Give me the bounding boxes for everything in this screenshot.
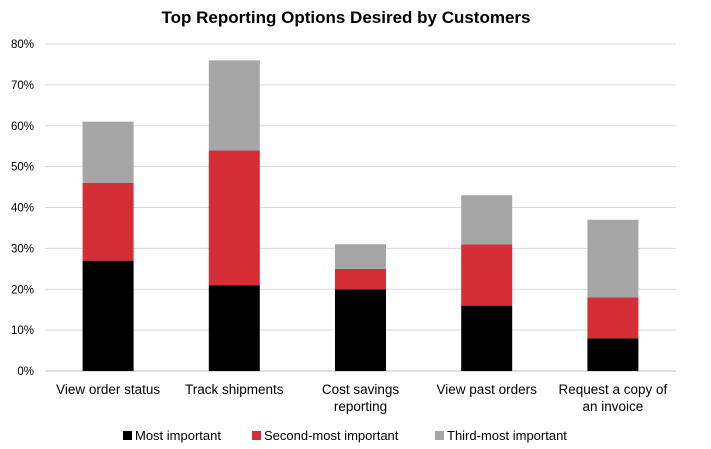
bars xyxy=(82,60,639,371)
bar-segment-2-3 xyxy=(335,268,386,290)
legend-label: Third-most important xyxy=(447,428,567,443)
y-tick-label: 40% xyxy=(11,203,34,215)
bar-segment-1-1 xyxy=(82,260,134,371)
legend-swatch xyxy=(435,431,444,440)
category-label: reporting xyxy=(334,399,387,414)
category-label: Request a copy of xyxy=(558,382,667,397)
y-tick-label: 30% xyxy=(11,243,34,255)
bar-segment-3-3 xyxy=(335,244,386,269)
bar-segment-1-3 xyxy=(335,289,386,371)
x-axis: View order status Track shipments Cost sav… xyxy=(56,382,667,414)
legend-swatch xyxy=(252,431,261,440)
y-tick-label: 70% xyxy=(11,80,34,92)
y-axis: 0% 10% 20% 30% 40% 50% 60% 70% 80% xyxy=(11,39,34,378)
bar-segment-1-5 xyxy=(587,338,639,371)
legend-swatch xyxy=(123,431,132,440)
legend-label: Second-most important xyxy=(264,428,399,443)
legend-label: Most important xyxy=(135,428,221,443)
bar-segment-2-1 xyxy=(82,182,134,261)
category-label: View order status xyxy=(56,382,160,397)
y-tick-label: 60% xyxy=(11,121,34,133)
bar-segment-1-2 xyxy=(208,285,260,371)
bar-segment-2-4 xyxy=(461,244,513,306)
y-tick-label: 20% xyxy=(11,284,34,296)
bar-segment-1-4 xyxy=(461,305,513,371)
bar-segment-3-2 xyxy=(208,60,260,151)
y-tick-label: 0% xyxy=(17,366,34,378)
category-label: Cost savings xyxy=(322,382,400,397)
category-label: Track shipments xyxy=(185,382,284,397)
legend: Most important Second-most important Third… xyxy=(123,428,567,443)
gridlines xyxy=(45,43,676,372)
bar-segment-2-2 xyxy=(208,150,260,286)
y-tick-label: 50% xyxy=(11,162,34,174)
y-tick-label: 80% xyxy=(11,39,34,51)
y-tick-label: 10% xyxy=(11,325,34,337)
chart-title: Top Reporting Options Desired by Custome… xyxy=(162,8,531,27)
category-label: an invoice xyxy=(583,399,644,414)
bar-segment-3-5 xyxy=(587,219,639,298)
bar-segment-3-1 xyxy=(82,121,134,183)
bar-segment-3-4 xyxy=(461,195,513,245)
category-label: View past orders xyxy=(437,382,538,397)
bar-segment-2-5 xyxy=(587,297,639,339)
